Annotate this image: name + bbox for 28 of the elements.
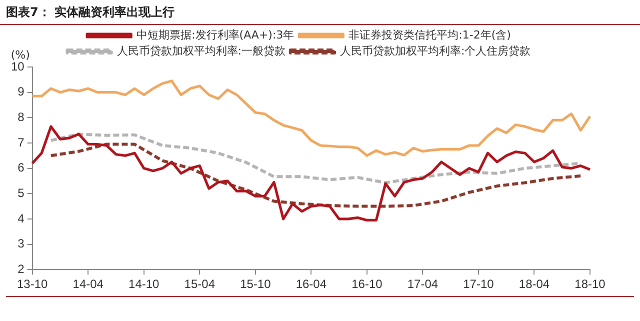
y-tick-label: 8 [18,110,25,124]
x-tick-label: 15-10 [240,277,272,292]
legend-label: 非证券投资类信托平均:1-2年(含) [348,28,511,42]
x-tick-label: 15-04 [184,277,216,292]
chart-title: 图表7： 实体融资利率出现上行 [0,0,640,25]
y-tick-label: 9 [18,84,25,99]
legend-label: 人民币贷款加权平均利率:一般贷款 [116,44,286,58]
x-tick-label: 14-04 [72,277,104,292]
y-tick-label: 10 [10,59,25,74]
y-tick-label: 3 [18,236,25,251]
x-tick-label: 13-10 [16,277,48,292]
legend-label: 人民币贷款加权平均利率:个人住房贷款 [340,44,531,58]
y-tick-label: 7 [18,135,25,150]
x-tick-label: 16-10 [352,277,383,292]
x-tick-label: 16-04 [296,277,327,292]
x-tick-label: 18-10 [574,277,606,292]
y-tick-label: 6 [18,160,25,175]
y-tick-label: 4 [18,211,25,226]
line-series [49,142,582,208]
y-tick-label: 2 [18,262,25,276]
y-axis-title: (%) [10,48,30,62]
x-tick-label: 14-10 [128,277,160,292]
x-tick-label: 18-04 [518,277,550,292]
x-tick-label: 17-10 [463,277,494,292]
x-tick-label: 17-04 [407,277,438,292]
legend-label: 中短期票据:发行利率(AA+):3年 [136,28,294,42]
line-series [49,132,582,184]
y-tick-label: 5 [18,186,25,200]
